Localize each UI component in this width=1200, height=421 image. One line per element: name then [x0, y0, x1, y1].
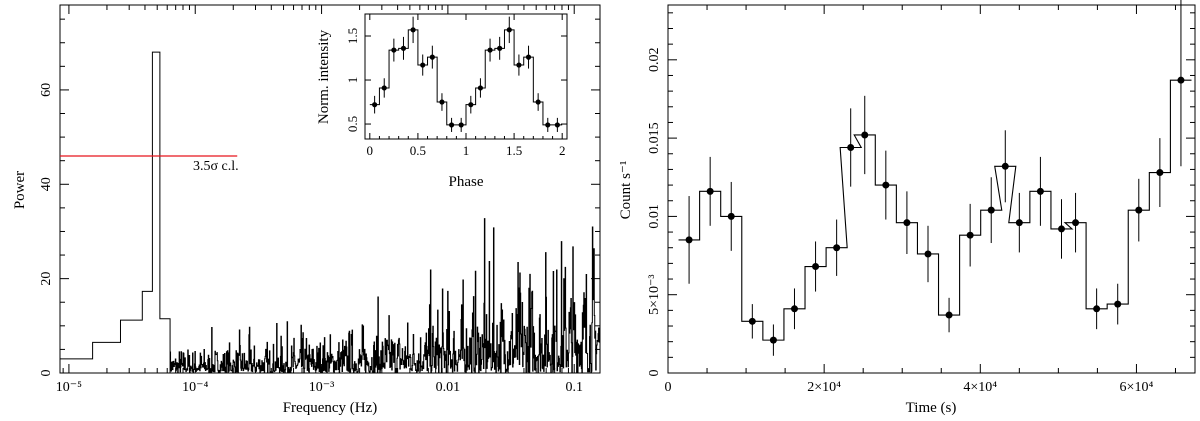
pulse-point — [429, 54, 435, 60]
pulse-point — [545, 122, 551, 128]
pulse-point — [420, 62, 426, 68]
x-tick-label: 10⁻⁴ — [182, 380, 208, 395]
pulse-point — [468, 102, 474, 108]
light-curve-point — [1036, 187, 1044, 195]
inset-x-tick-label: 0 — [367, 143, 374, 158]
pulse-point — [554, 122, 560, 128]
pulse-point — [525, 54, 532, 60]
light-curve-point — [748, 317, 756, 325]
power-spectrum-x-label: Frequency (Hz) — [283, 400, 378, 416]
light-curve-point — [1001, 162, 1009, 170]
lc-x-tick-label: 4×10⁴ — [963, 380, 997, 395]
light-curve-point — [1057, 225, 1065, 233]
pulse-profile-step — [369, 29, 563, 126]
x-tick-label: 10⁻⁵ — [56, 380, 82, 395]
x-tick-label: 0.01 — [436, 380, 461, 395]
x-tick-label: 10⁻³ — [309, 380, 335, 395]
pulse-point — [410, 27, 416, 33]
power-spectrum-series — [60, 51, 600, 374]
light-curve-frame — [667, 4, 1196, 374]
inset-x-ticks: 0 0.5 1 1.5 2 — [367, 14, 566, 158]
light-curve-point — [833, 244, 841, 252]
pulse-point — [381, 85, 387, 91]
inset-y-tick-label: 1.5 — [345, 28, 360, 44]
light-curve-point — [966, 231, 974, 239]
light-curve-step — [678, 79, 1192, 341]
lc-y-tick-label: 0 — [647, 370, 662, 377]
light-curve-point — [1177, 76, 1185, 84]
light-curve-point — [924, 250, 932, 258]
light-curve-point — [1015, 219, 1023, 227]
light-curve-y-label: Count s⁻¹ — [618, 161, 634, 220]
light-curve-point — [727, 212, 735, 220]
inset-y-tick-label: 0.5 — [345, 116, 360, 132]
pulse-point — [458, 122, 464, 128]
inset-traces — [369, 16, 563, 132]
inset-y-ticks: 0.5 1 1.5 — [345, 28, 567, 132]
lc-y-tick-label: 5×10⁻³ — [647, 274, 662, 314]
lc-y-tick-label: 0.015 — [647, 122, 662, 154]
threshold-label: 3.5σ c.l. — [193, 159, 239, 174]
inset-y-label: Norm. intensity — [316, 29, 332, 124]
light-curve-point — [945, 311, 953, 319]
light-curve-traces — [678, 0, 1192, 356]
lc-x-tick-label: 6×10⁴ — [1120, 380, 1154, 395]
pulse-point — [506, 27, 512, 33]
light-curve-point — [882, 181, 890, 189]
light-curve-x-label: Time (s) — [906, 400, 957, 416]
pulse-point — [477, 85, 484, 91]
power-spectrum-x-ticks: 10⁻⁵ 10⁻⁴ 10⁻³ 0.01 0.1 — [56, 5, 583, 395]
pulse-point — [516, 62, 522, 68]
light-curve-point — [685, 236, 693, 244]
power-spectrum-traces — [60, 51, 600, 374]
inset-x-tick-label: 0.5 — [410, 143, 426, 158]
light-curve-point — [987, 206, 995, 214]
pulse-point — [535, 99, 541, 105]
pulse-point — [391, 47, 397, 53]
lc-y-tick-label: 0.01 — [647, 204, 662, 229]
light-curve-x-ticks: 0 2×10⁴ 4×10⁴ 6×10⁴ — [665, 5, 1176, 395]
power-spectrum-frame — [59, 4, 601, 374]
y-tick-label: 0 — [39, 370, 54, 377]
pulse-point — [372, 102, 378, 108]
light-curve-point — [1072, 219, 1080, 227]
lc-y-tick-label: 0.02 — [647, 48, 662, 73]
pulse-point — [439, 99, 445, 105]
inset-y-tick-label: 1 — [345, 77, 360, 84]
pulse-point — [400, 45, 407, 51]
y-tick-label: 20 — [39, 272, 54, 286]
y-tick-label: 40 — [39, 177, 54, 191]
light-curve-point — [812, 263, 820, 271]
light-curve-point — [903, 219, 911, 227]
inset-x-tick-label: 2 — [559, 143, 566, 158]
light-curve-point — [1135, 206, 1143, 214]
light-curve-point — [861, 131, 869, 139]
light-curve-point — [847, 144, 855, 152]
inset-x-label: Phase — [449, 174, 484, 190]
pulse-profile-inset: 0 0.5 1 1.5 2 0.5 1 1.5 Phase Norm. intensity — [316, 13, 568, 190]
pulse-point — [497, 45, 503, 51]
pulse-point — [448, 122, 455, 128]
light-curve-point — [706, 187, 714, 195]
light-curve-y-ticks: 0 5×10⁻³ 0.01 0.015 0.02 — [647, 12, 1195, 377]
x-tick-label: 0.1 — [565, 380, 583, 395]
lc-x-tick-label: 0 — [665, 380, 672, 395]
light-curve-point — [1156, 169, 1164, 177]
light-curve-point — [790, 305, 798, 313]
y-tick-label: 60 — [39, 83, 54, 97]
light-curve-point — [1093, 305, 1101, 313]
light-curve-point — [1114, 300, 1122, 308]
light-curve-panel: 0 2×10⁴ 4×10⁴ 6×10⁴ 0 5×10⁻³ 0.01 0.015 0.02 Ti… — [618, 0, 1196, 416]
inset-x-tick-label: 1.5 — [506, 143, 522, 158]
power-spectrum-y-label: Power — [12, 171, 28, 209]
inset-x-tick-label: 1 — [463, 143, 470, 158]
light-curve-point — [769, 336, 777, 344]
lc-x-tick-label: 2×10⁴ — [807, 380, 841, 395]
pulse-point — [487, 47, 493, 53]
